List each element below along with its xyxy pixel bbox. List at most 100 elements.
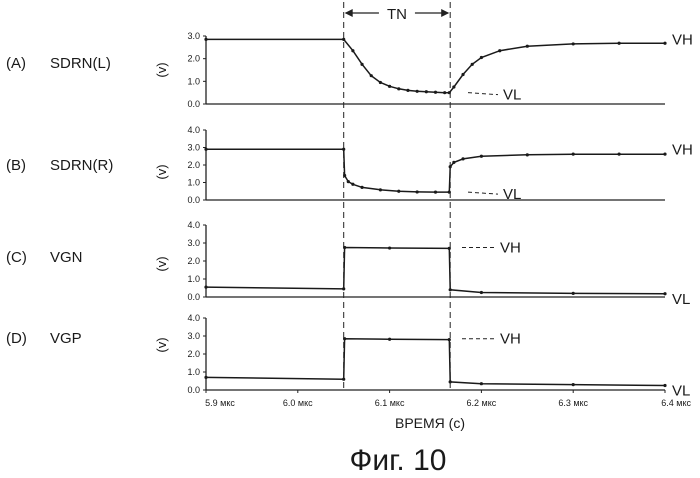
panel-2: (B) SDRN(R) (v) 0.0 1.0 2.0 3.0 4.0 VH VL (6, 125, 693, 205)
data-point (204, 286, 207, 289)
y-tick-label: 2.0 (187, 54, 200, 64)
y-tick-label: 0.0 (187, 385, 200, 395)
data-point (342, 38, 345, 41)
tn-arrow-left-head (345, 9, 353, 17)
data-point (388, 85, 391, 88)
data-point (663, 384, 666, 387)
signal-name: VGP (50, 330, 82, 347)
data-point (452, 85, 455, 88)
data-point (663, 42, 666, 45)
data-point (572, 383, 575, 386)
y-tick-label: 0.0 (187, 195, 200, 205)
data-point (370, 74, 373, 77)
y-unit-label: (v) (154, 256, 169, 271)
data-point (449, 288, 452, 291)
data-point (388, 338, 391, 341)
y-tick-label: 4.0 (187, 220, 200, 230)
figure-overlay: 5.9 мкс6.0 мкс6.1 мкс6.2 мкс6.3 мкс6.4 м… (205, 2, 691, 477)
data-point (498, 49, 501, 52)
figure-caption: Фиг. 10 (350, 444, 447, 477)
data-point (379, 188, 382, 191)
y-tick-label: 4.0 (187, 313, 200, 323)
y-unit-label: (v) (154, 62, 169, 77)
data-point (618, 153, 621, 156)
data-point (406, 89, 409, 92)
data-point (471, 63, 474, 66)
data-point (351, 49, 354, 52)
data-point (618, 42, 621, 45)
panel-1: (A) SDRN(L) (v) 0.0 1.0 2.0 3.0 VH VL (6, 31, 693, 109)
data-point (204, 38, 207, 41)
signal-name: SDRN(L) (50, 55, 111, 72)
y-tick-label: 3.0 (187, 31, 200, 41)
x-tick-label: 6.0 мкс (283, 398, 313, 408)
y-tick-label: 1.0 (187, 274, 200, 284)
data-point (388, 246, 391, 249)
data-point (351, 183, 354, 186)
data-point (443, 91, 446, 94)
data-point (416, 190, 419, 193)
data-point (480, 56, 483, 59)
series-line (206, 149, 665, 192)
data-point (360, 186, 363, 189)
panel-letter: (A) (6, 55, 26, 72)
y-tick-label: 3.0 (187, 238, 200, 248)
data-point (434, 91, 437, 94)
tn-arrow-right-head (441, 9, 449, 17)
y-tick-label: 0.0 (187, 292, 200, 302)
x-tick-label: 5.9 мкс (205, 398, 235, 408)
x-tick-label: 6.4 мкс (661, 398, 691, 408)
x-tick-label: 6.2 мкс (467, 398, 497, 408)
vh-label: VH (500, 331, 521, 348)
y-tick-label: 1.0 (187, 178, 200, 188)
data-point (204, 148, 207, 151)
y-tick-label: 1.0 (187, 367, 200, 377)
tn-label: TN (387, 6, 407, 23)
data-point (360, 63, 363, 66)
y-tick-label: 1.0 (187, 76, 200, 86)
y-tick-label: 2.0 (187, 160, 200, 170)
signal-name: SDRN(R) (50, 157, 113, 174)
vh-label: VH (672, 141, 693, 158)
data-point (572, 42, 575, 45)
data-point (425, 90, 428, 93)
data-point (480, 291, 483, 294)
data-point (397, 87, 400, 90)
panel-4: (D)VGP(v)0.01.02.03.04.0VHVL (6, 313, 690, 400)
data-point (434, 191, 437, 194)
data-point (342, 148, 345, 151)
data-point (448, 338, 451, 341)
series-line (206, 339, 665, 386)
signal-name: VGN (50, 249, 83, 266)
vl-label: VL (503, 186, 521, 203)
vl-label: VL (503, 87, 521, 104)
panel-3: (C)VGN(v)0.01.02.03.04.0VHVL (6, 220, 690, 308)
data-point (379, 81, 382, 84)
panel-letter: (C) (6, 249, 27, 266)
vh-label: VH (672, 31, 693, 48)
data-point (347, 180, 350, 183)
data-point (397, 190, 400, 193)
waveform-panels: (A)SDRN(L)(v)0.01.02.03.0VHVL(B)SDRN(R)(… (6, 31, 693, 400)
y-tick-label: 0.0 (187, 99, 200, 109)
vl-leader (468, 93, 498, 95)
data-point (526, 45, 529, 48)
y-unit-label: (v) (154, 164, 169, 179)
data-point (452, 161, 455, 164)
panel-letter: (B) (6, 157, 26, 174)
y-tick-label: 2.0 (187, 256, 200, 266)
series-line (206, 248, 665, 294)
data-point (461, 73, 464, 76)
y-tick-label: 2.0 (187, 349, 200, 359)
y-unit-label: (v) (154, 337, 169, 352)
data-point (480, 382, 483, 385)
series-line (206, 39, 665, 92)
panel-letter: (D) (6, 330, 27, 347)
y-tick-label: 3.0 (187, 143, 200, 153)
data-point (663, 292, 666, 295)
data-point (204, 376, 207, 379)
x-axis-label: ВРЕМЯ (с) (395, 415, 465, 431)
data-point (572, 153, 575, 156)
y-tick-label: 4.0 (187, 125, 200, 135)
